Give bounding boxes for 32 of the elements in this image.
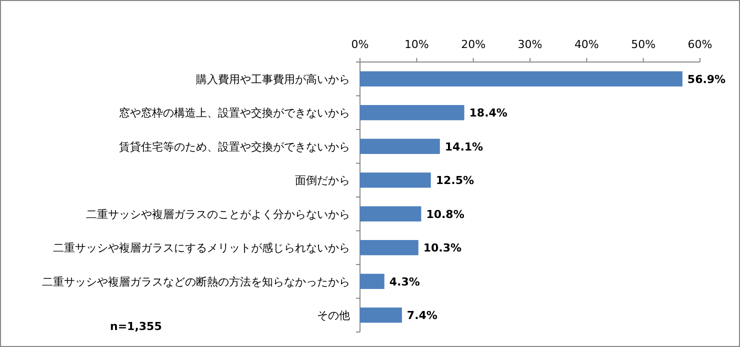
bar bbox=[360, 138, 440, 154]
bar bbox=[360, 240, 418, 256]
x-tick-label: 20% bbox=[461, 38, 486, 51]
data-label: 12.5% bbox=[436, 174, 474, 188]
y-tick-label: 二重サッシや複層ガラスにするメリットが感じられないから bbox=[53, 242, 350, 255]
x-tick-label: 30% bbox=[518, 38, 542, 51]
data-label: 18.4% bbox=[469, 106, 508, 120]
y-tick-label: 二重サッシや複層ガラスのことがよく分からないから bbox=[86, 208, 350, 221]
y-tick-label: その他 bbox=[317, 309, 350, 322]
x-tick-label: 60% bbox=[688, 38, 712, 51]
x-tick-label: 0% bbox=[351, 38, 369, 51]
x-tick-label: 40% bbox=[574, 38, 599, 51]
x-tick-label: 10% bbox=[404, 38, 429, 51]
bar bbox=[360, 308, 402, 323]
bar bbox=[360, 274, 384, 289]
data-label: 4.3% bbox=[389, 275, 420, 288]
y-tick-label: 面倒だから bbox=[295, 174, 350, 188]
bar bbox=[360, 206, 422, 222]
y-tick-label: 窓や窓枠の構造上、設置や交換ができないから bbox=[119, 106, 350, 120]
y-tick-label: 賃貸住宅等のため、設置や交換ができないから bbox=[119, 140, 350, 154]
data-label: 10.8% bbox=[426, 208, 464, 221]
text: n=1,355 bbox=[110, 320, 162, 333]
data-label: 14.1% bbox=[444, 140, 484, 154]
data-label: 56.9% bbox=[687, 72, 726, 86]
data-label: 7.4% bbox=[406, 309, 438, 322]
y-tick-label: 二重サッシや複層ガラスなどの断熱の方法を知らなかったから bbox=[42, 275, 350, 288]
bar bbox=[360, 105, 464, 120]
bar bbox=[360, 71, 682, 86]
data-label: 10.3% bbox=[423, 242, 462, 255]
bar bbox=[360, 172, 431, 188]
x-tick-label: 50% bbox=[631, 38, 656, 51]
y-tick-label: 購入費用や工事費用が高いから bbox=[196, 72, 350, 86]
